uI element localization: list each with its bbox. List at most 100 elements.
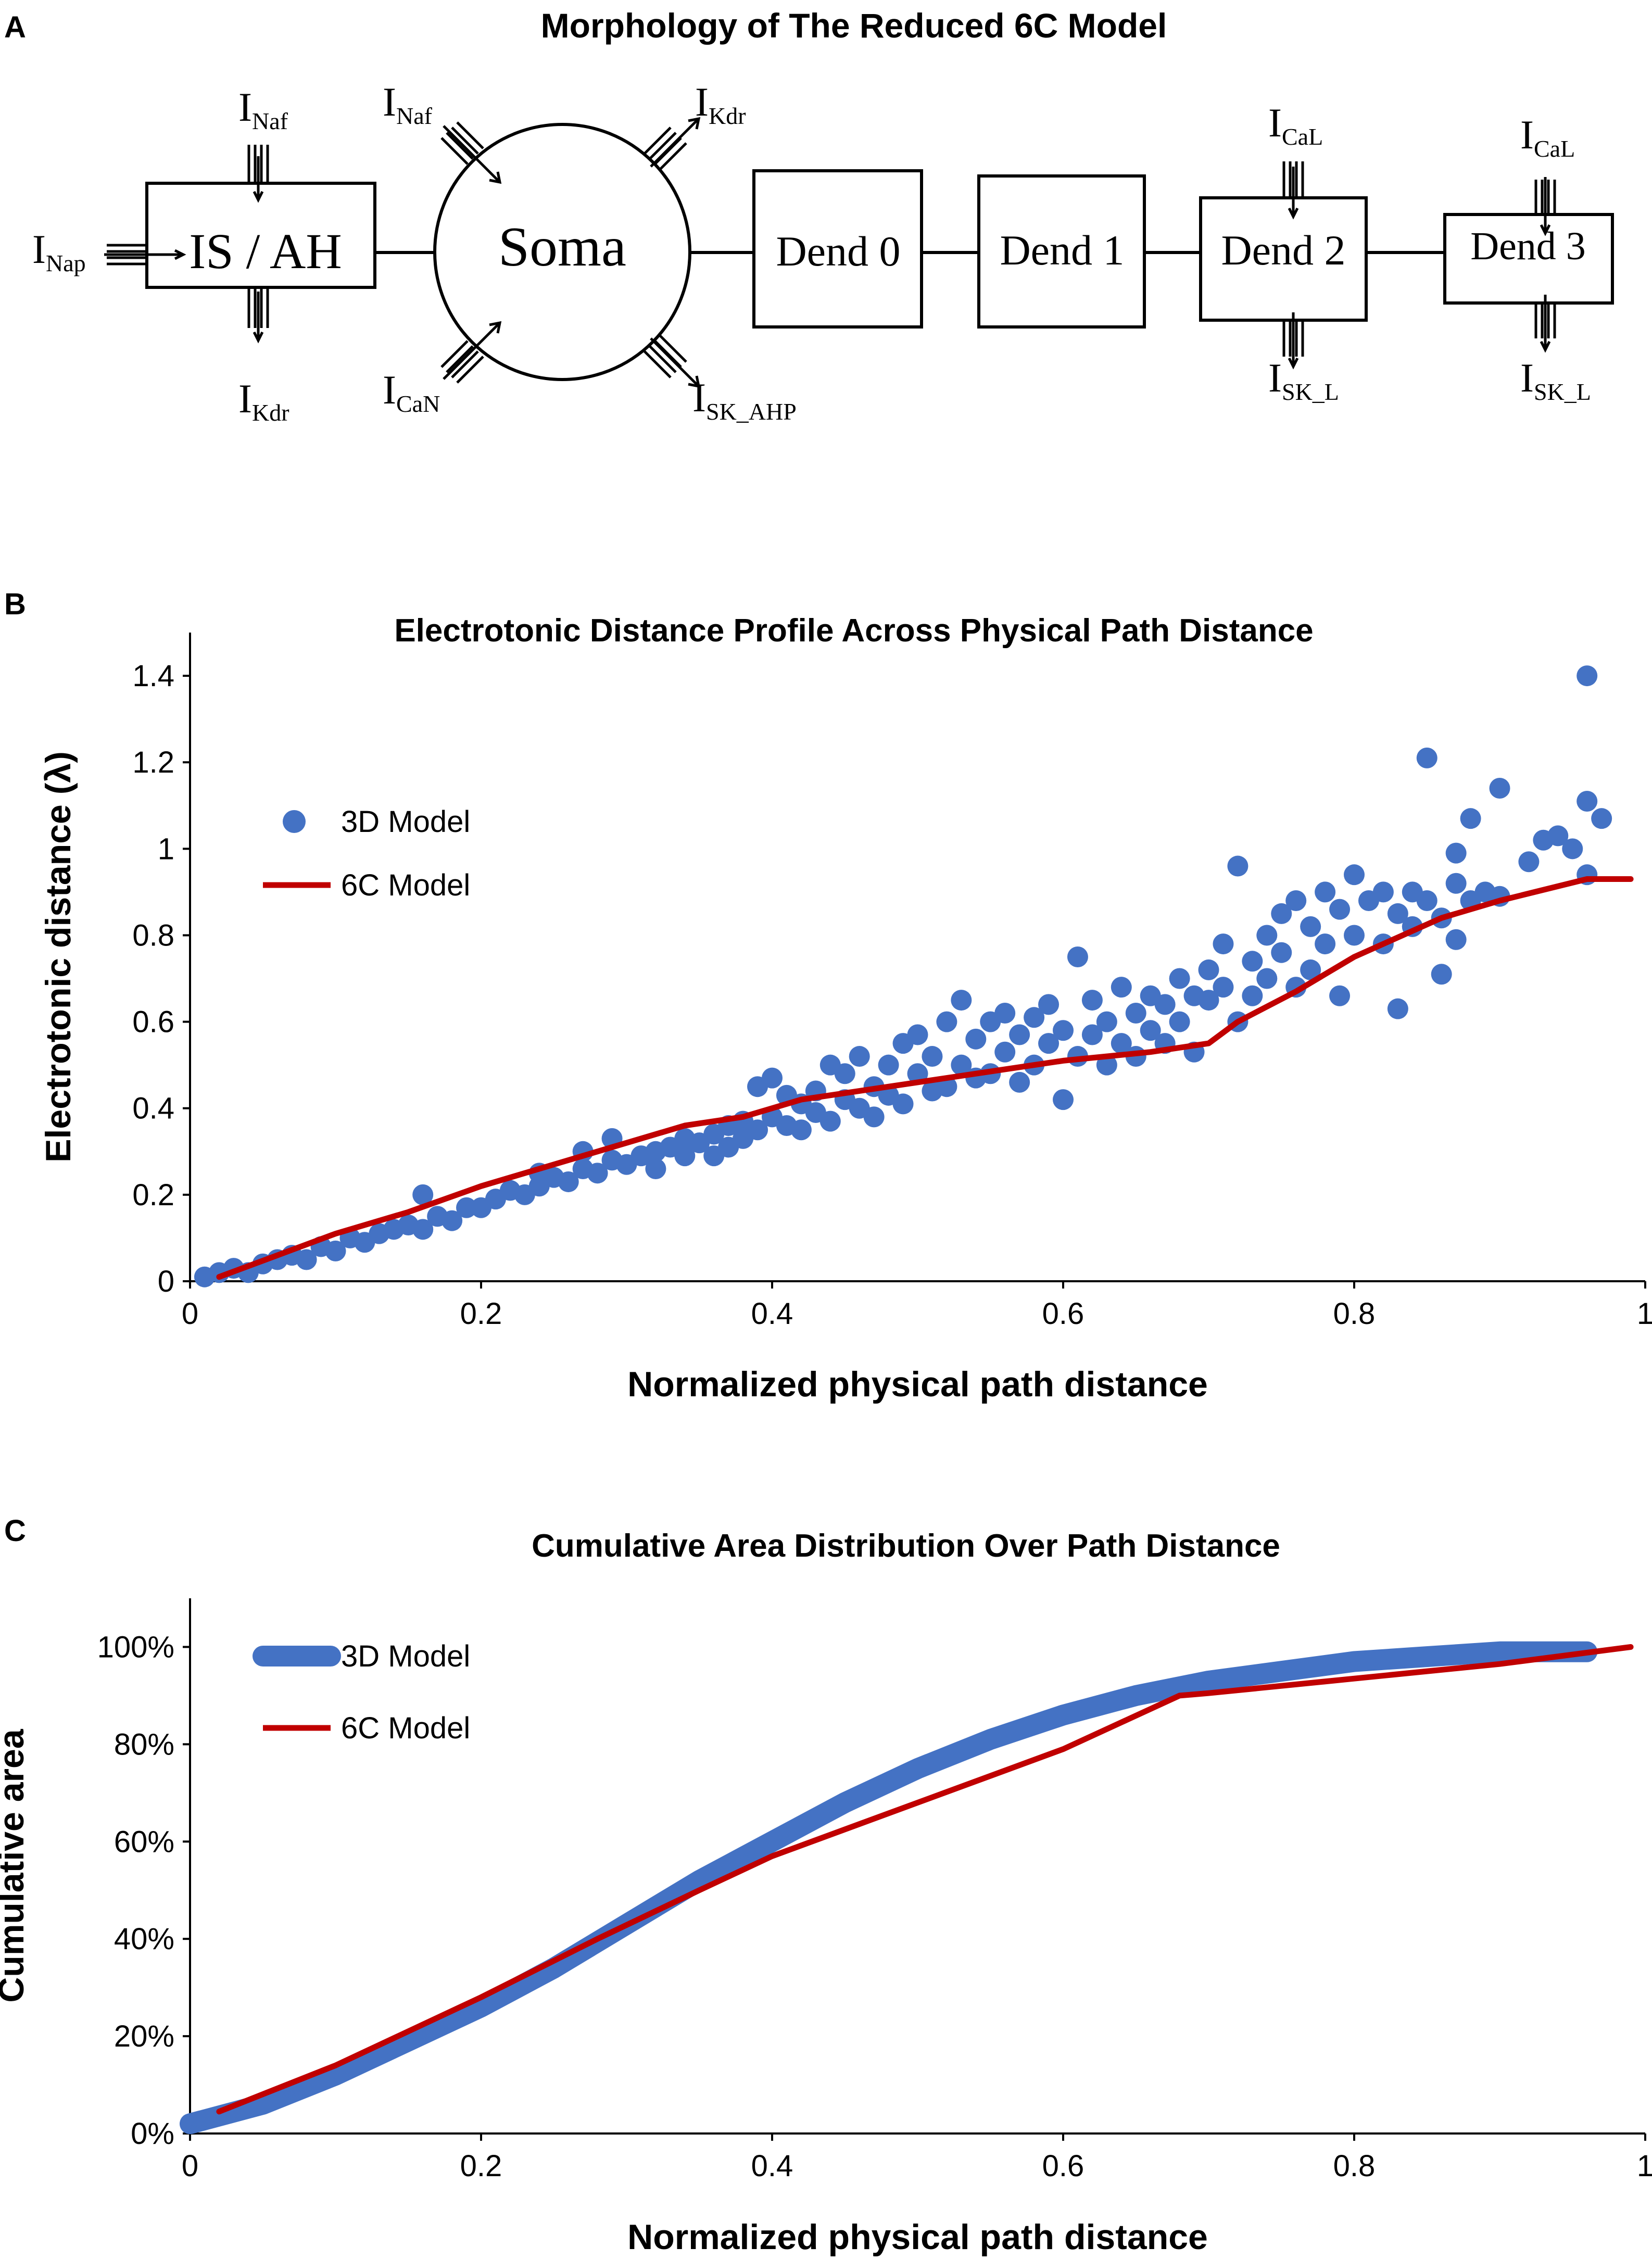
data-point (1416, 747, 1437, 768)
channel-skl-dend3 (1534, 295, 1556, 353)
x-tick-label: 0 (182, 1297, 198, 1331)
channel-kdr-soma (644, 117, 701, 170)
series-line-2 (216, 1644, 1634, 2115)
data-point (1577, 790, 1598, 812)
data-point (1431, 964, 1452, 985)
data-point (1213, 977, 1234, 998)
data-point (1038, 1033, 1060, 1054)
data-point (849, 1046, 870, 1067)
x-tick-label: 0.8 (1333, 1297, 1376, 1331)
x-tick-label: 0.4 (751, 1297, 793, 1331)
data-point (1154, 994, 1176, 1015)
x-tick-label: 0.6 (1042, 1297, 1084, 1331)
label-i-can: ICaN (383, 367, 440, 417)
legend-label-2: 6C Model (341, 868, 470, 902)
data-point (1256, 968, 1278, 989)
data-point (645, 1158, 666, 1180)
dend2-label: Dend 2 (1221, 226, 1345, 274)
legend-label-2: 6C Model (341, 1711, 470, 1745)
data-point (1577, 665, 1598, 687)
data-point (1518, 851, 1540, 873)
data-point (922, 1046, 943, 1067)
y-tick-label: 0.2 (132, 1178, 174, 1212)
y-tick-label: 0.4 (132, 1092, 174, 1126)
data-point (442, 1210, 463, 1231)
data-point (1271, 903, 1292, 924)
data-point (1256, 925, 1278, 946)
data-point (1416, 890, 1437, 912)
panel-b-title: Electrotonic Distance Profile Across Phy… (394, 613, 1313, 649)
chart-c: 0 0.2 0.4 0.6 0.8 1 0% 20% 40% 60% 80% 100% Normaliz… (0, 1598, 1652, 2257)
soma-label: Soma (498, 216, 626, 278)
x-tick-label: 0.2 (460, 1297, 502, 1331)
data-point (1038, 994, 1060, 1015)
y-tick-label: 1 (158, 832, 174, 866)
x-tick-label: 1 (1637, 1297, 1652, 1331)
panel-b-letter: B (4, 587, 26, 621)
data-point (762, 1067, 783, 1089)
data-point (1315, 881, 1336, 903)
label-i-kdr-soma: IKdr (695, 79, 746, 129)
data-point (456, 1197, 477, 1218)
data-point (1169, 968, 1190, 989)
data-point (1271, 942, 1292, 963)
panel-c-letter: C (4, 1514, 26, 1548)
data-point (1489, 778, 1510, 799)
data-point (907, 1024, 928, 1045)
channel-can (440, 321, 502, 384)
data-point (1024, 1007, 1045, 1028)
x-tick-label: 1 (1637, 2149, 1652, 2183)
data-point (558, 1171, 579, 1192)
is-ah-label: IS / AH (189, 223, 342, 279)
y-tick-label: 80% (114, 1727, 174, 1761)
data-point (412, 1219, 434, 1240)
data-point (1372, 881, 1394, 903)
y-tick-label: 100% (97, 1630, 174, 1664)
data-point (1445, 842, 1467, 864)
x-tick-label: 0.2 (460, 2149, 502, 2183)
data-point (1387, 903, 1408, 924)
data-point (863, 1106, 885, 1128)
data-point (1053, 1020, 1074, 1041)
legend-marker-1 (283, 810, 306, 833)
data-point (1009, 1071, 1030, 1093)
channel-cal-dend3 (1534, 177, 1556, 236)
dend3-label: Dend 3 (1470, 224, 1586, 268)
y-tick-label: 0% (131, 2117, 174, 2151)
series-line-2 (216, 876, 1634, 1280)
data-point (1547, 825, 1569, 847)
channel-naf-soma (440, 121, 502, 184)
y-tick-label: 20% (114, 2019, 174, 2053)
x-axis-label: Normalized physical path distance (627, 2217, 1208, 2257)
dend1-label: Dend 1 (1000, 226, 1124, 274)
label-i-cal-dend3: ICaL (1520, 112, 1575, 162)
label-i-naf-is: INaf (238, 84, 288, 134)
y-tick-label: 60% (114, 1825, 174, 1859)
data-point (1096, 1011, 1117, 1032)
x-tick-label: 0.6 (1042, 2149, 1084, 2183)
data-point (1329, 899, 1351, 920)
data-point (1315, 933, 1336, 955)
y-tick-label: 0.8 (132, 918, 174, 952)
data-point (936, 1011, 957, 1032)
data-point (1344, 864, 1365, 886)
data-point (296, 1249, 317, 1270)
data-point (1300, 959, 1321, 980)
channel-skl-dend2 (1282, 312, 1304, 370)
data-point (587, 1163, 608, 1184)
y-axis-label: Electrotonic distance (λ) (39, 751, 78, 1163)
x-axis-label: Normalized physical path distance (627, 1365, 1208, 1404)
x-tick-label: 0.8 (1333, 2149, 1376, 2183)
data-point (1053, 1089, 1074, 1110)
x-tick-label: 0.4 (751, 2149, 793, 2183)
data-point (747, 1119, 768, 1141)
channel-cal-dend2 (1282, 161, 1304, 220)
channel-sk-ahp (644, 335, 701, 388)
data-point (325, 1240, 346, 1261)
dend3-compartment (1443, 213, 1614, 305)
channel-naf-is (247, 145, 269, 203)
legend-label-1: 3D Model (341, 1639, 470, 1673)
data-point (1460, 808, 1481, 829)
data-point (1300, 916, 1321, 937)
